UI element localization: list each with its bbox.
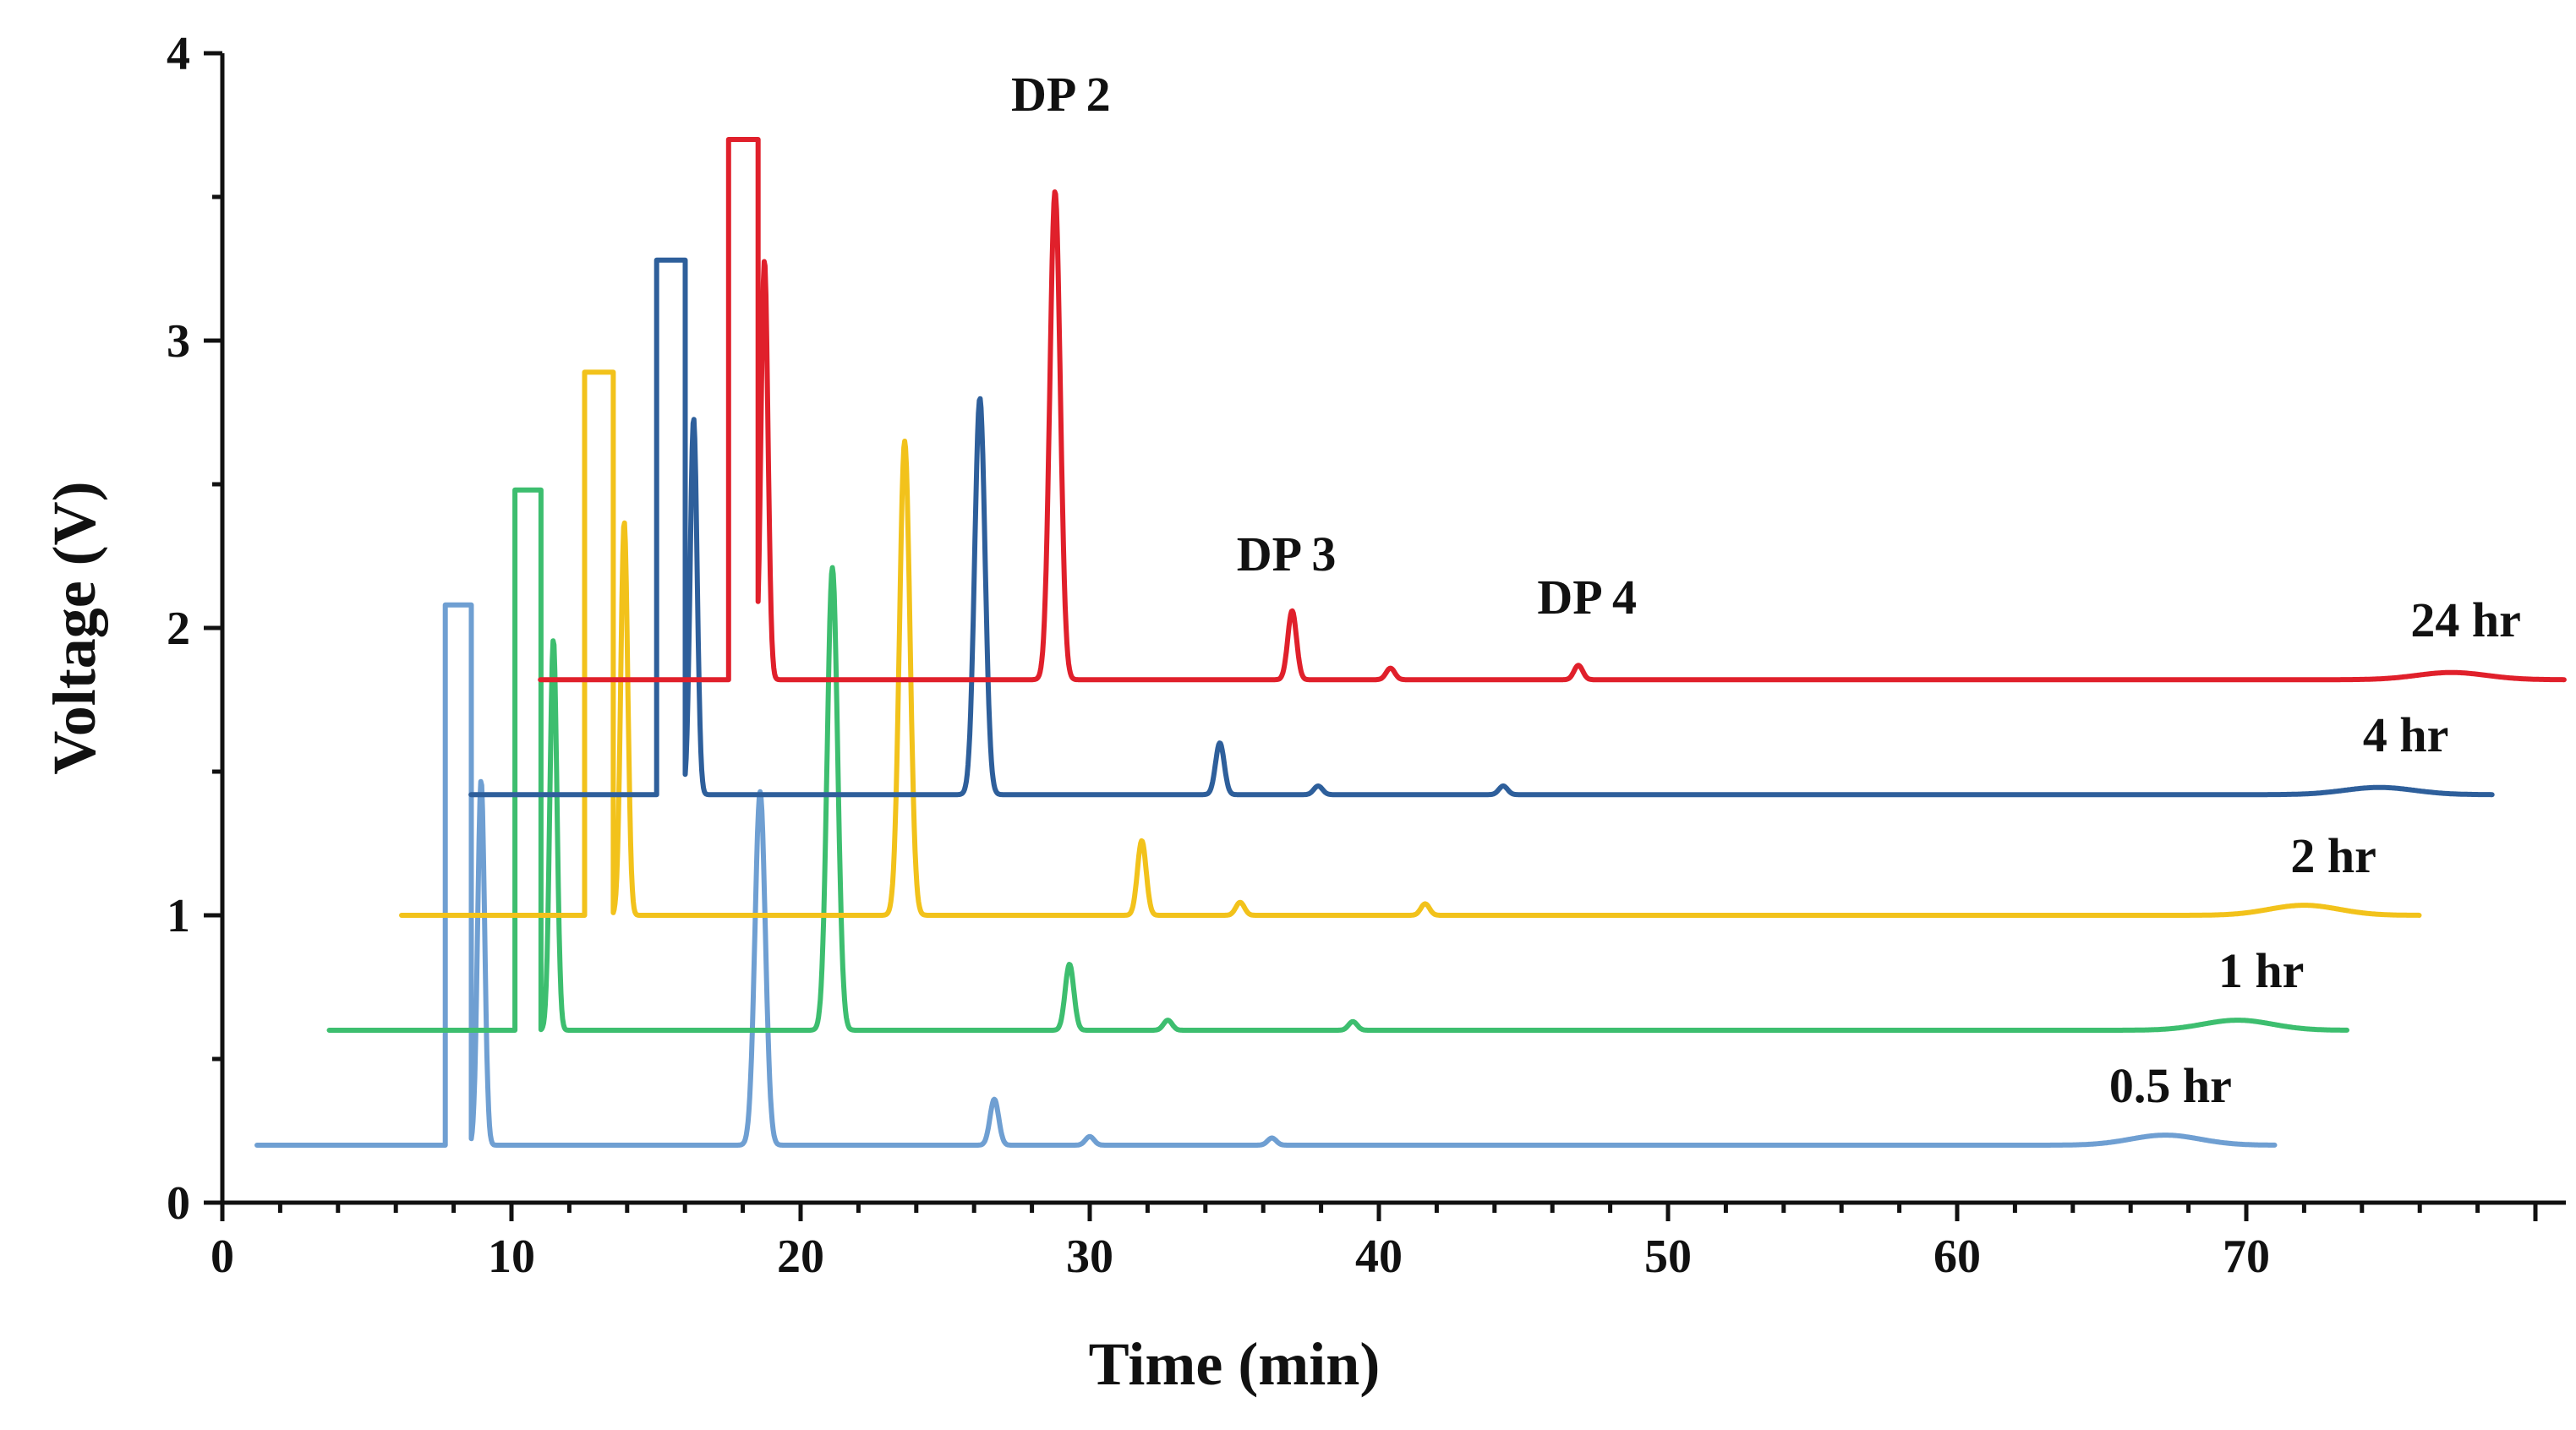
y-tick-label: 3: [167, 315, 190, 368]
axis-ticks: 0 10 20 30 40 50 60 70 0 1 2 3 4: [167, 28, 2538, 1283]
series-label-4-hr: 4 hr: [2363, 707, 2449, 762]
y-tick-label: 0: [167, 1177, 190, 1230]
series-label-2-hr: 2 hr: [2290, 828, 2376, 883]
y-tick-label: 4: [167, 28, 190, 80]
series-label-0-5-hr: 0.5 hr: [2109, 1058, 2232, 1113]
annotation-dp-3: DP 3: [1237, 527, 1337, 581]
x-tick-label: 60: [1933, 1231, 1981, 1283]
x-tick-label: 70: [2223, 1231, 2270, 1283]
y-tick-label: 2: [167, 603, 190, 655]
x-tick-label: 20: [777, 1231, 824, 1283]
series-line-2-hr: [399, 369, 2422, 918]
x-tick-label: 30: [1066, 1231, 1113, 1283]
series-line-1-hr: [326, 487, 2349, 1033]
annotation-dp-2: DP 2: [1011, 67, 1111, 122]
series-line-24-hr: [538, 137, 2567, 683]
x-axis-title: Time (min): [1089, 1330, 1381, 1398]
chart-labels: 0.5 hr 1 hr 2 hr 4 hr 24 hr DP 2 DP 3 DP 4: [1011, 67, 2521, 1113]
series-label-24-hr: 24 hr: [2410, 592, 2521, 647]
x-tick-label: 50: [1644, 1231, 1692, 1283]
series-traces: [254, 137, 2567, 1148]
series-line-4-hr: [468, 257, 2495, 798]
x-tick-label: 40: [1355, 1231, 1403, 1283]
annotation-dp-4: DP 4: [1537, 570, 1637, 625]
x-tick-label: 10: [488, 1231, 535, 1283]
y-tick-label: 1: [167, 890, 190, 942]
series-line-0-5-hr: [254, 602, 2278, 1148]
x-tick-label: 0: [211, 1231, 234, 1283]
series-label-1-hr: 1 hr: [2218, 943, 2305, 998]
y-axis-title: Voltage (V): [41, 481, 108, 774]
